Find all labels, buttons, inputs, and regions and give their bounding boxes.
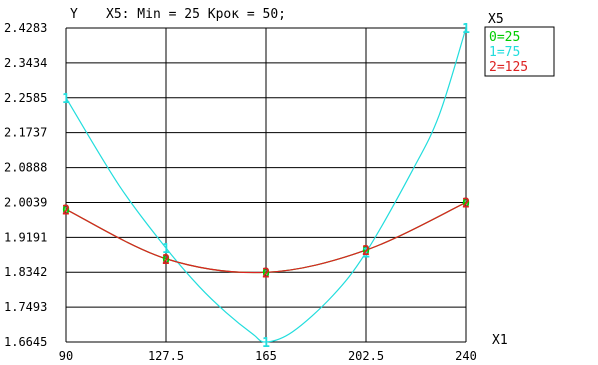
series-2-point-marker: 2 [262, 266, 270, 281]
y-tick-label: 2.3434 [4, 56, 47, 70]
y-tick-labels: 2.4283 2.3434 2.2585 2.1737 2.0888 2.0039 1.91… [4, 21, 47, 349]
series-2-point-marker: 2 [62, 203, 70, 218]
y-tick-label: 1.7493 [4, 300, 47, 314]
series-line-1 [65, 27, 467, 343]
legend-entries: 0=251=752=125 [489, 30, 528, 75]
series-1-point-marker: 1 [462, 22, 470, 37]
series-0-point-marker: 0 [462, 196, 470, 211]
x-tick-labels: 90 127.5 165 202.5 240 [59, 349, 477, 363]
y-axis-label: Y [70, 7, 78, 22]
series-1-point-marker: 1 [262, 336, 270, 351]
series-1-point-marker: 1 [62, 92, 70, 107]
grid [65, 27, 467, 343]
y-tick-label: 2.4283 [4, 21, 47, 35]
y-tick-label: 2.0888 [4, 161, 47, 175]
series-2-point-marker: 2 [462, 196, 470, 211]
series-1-point-marker: 1 [162, 242, 170, 257]
x-tick-label: 240 [455, 349, 477, 363]
series-2-point-marker: 2 [362, 244, 370, 259]
series-0-point-marker: 0 [262, 266, 270, 281]
chart-title: X5: Min = 25 Крок = 50; [106, 7, 286, 22]
legend-entry-2: 2=125 [489, 60, 528, 75]
legend-title: X5 [488, 12, 504, 27]
series-2-point-marker: 2 [162, 253, 170, 268]
y-tick-label: 2.1737 [4, 126, 47, 140]
y-tick-label: 1.6645 [4, 335, 47, 349]
legend-entry-0: 0=25 [489, 30, 520, 45]
y-tick-label: 2.2585 [4, 91, 47, 105]
series-1-point-marker: 1 [362, 246, 370, 261]
y-tick-label: 1.8342 [4, 265, 47, 279]
series-0-point-marker: 0 [362, 244, 370, 259]
x-tick-label: 90 [59, 349, 73, 363]
series-line-2 [65, 201, 467, 274]
y-tick-label: 2.0039 [4, 195, 47, 209]
x-tick-label: 202.5 [348, 349, 384, 363]
series-0-point-marker: 0 [162, 253, 170, 268]
x-tick-label: 165 [255, 349, 277, 363]
x-tick-label: 127.5 [148, 349, 184, 363]
series-0-point-marker: 0 [62, 203, 70, 218]
x-axis-label: X1 [492, 333, 508, 348]
legend-box [484, 26, 555, 77]
series-lines [65, 27, 467, 343]
y-tick-label: 1.9191 [4, 230, 47, 244]
legend-entry-1: 1=75 [489, 45, 520, 60]
